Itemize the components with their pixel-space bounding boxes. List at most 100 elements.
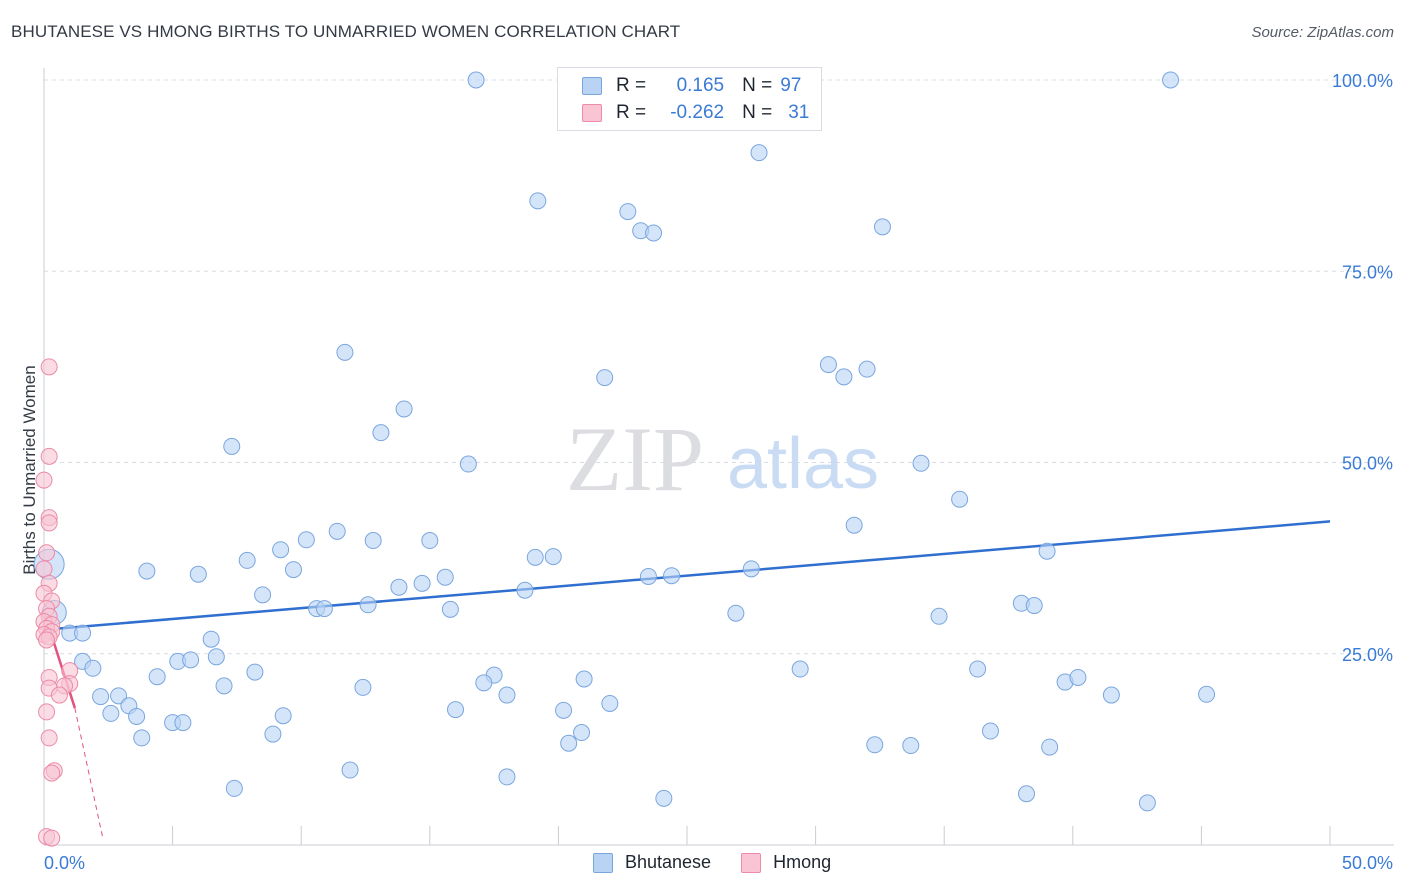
bhutanese-point	[413, 574, 431, 592]
bhutanese-legend-label: Bhutanese	[625, 852, 712, 872]
bhutanese-point	[390, 578, 408, 596]
bhutanese-point	[529, 192, 547, 210]
hmong-point	[40, 358, 58, 376]
bhutanese-point	[467, 71, 485, 89]
bhutanese-point	[189, 565, 207, 583]
bhutanese-point	[475, 674, 493, 692]
bhutanese-point	[264, 725, 282, 743]
bhutanese-point	[359, 596, 377, 614]
bhutanese-point	[341, 761, 359, 779]
bhutanese-point	[395, 400, 413, 418]
bhutanese-point	[727, 604, 745, 622]
hmong-point	[35, 471, 53, 489]
bhutanese-point	[791, 660, 809, 678]
hmong-swatch	[582, 104, 602, 122]
bhutanese-point	[238, 551, 256, 569]
bhutanese-point	[459, 455, 477, 473]
bhutanese-point	[138, 562, 156, 580]
bhutanese-point	[202, 630, 220, 648]
hmong-point	[43, 829, 61, 847]
bhutanese-point	[272, 541, 290, 559]
axes	[43, 68, 1394, 846]
bhutanese-point	[601, 694, 619, 712]
hmong-point	[50, 686, 68, 704]
bhutanese-point	[284, 561, 302, 579]
bhutanese-point	[92, 688, 110, 706]
bhutanese-point	[1162, 71, 1180, 89]
bhutanese-swatch	[582, 77, 602, 95]
bhutanese-r-value: 0.165	[676, 75, 725, 96]
bhutanese-point	[182, 651, 200, 669]
bhutanese-point	[297, 531, 315, 549]
bhutanese-point	[498, 768, 516, 786]
x-tick-label-max: 50.0%	[1342, 853, 1393, 873]
bhutanese-point	[246, 663, 264, 681]
watermark-atlas: atlas	[727, 424, 879, 504]
bhutanese-point	[575, 670, 593, 688]
bhutanese-point	[819, 356, 837, 374]
hmong-legend-label: Hmong	[773, 852, 832, 872]
bhutanese-point	[372, 424, 390, 442]
hmong-legend-swatch	[741, 852, 762, 873]
bhutanese-point	[645, 224, 663, 242]
watermark-zip: ZIP	[566, 408, 704, 510]
bhutanese-point	[573, 724, 591, 742]
watermark: ZIP atlas	[566, 408, 879, 510]
bhutanese-point	[1102, 686, 1120, 704]
bhutanese-point	[750, 144, 768, 162]
hmong-trend-extension	[74, 707, 104, 840]
bhutanese-point	[742, 560, 760, 578]
bhutanese-point	[930, 607, 948, 625]
bhutanese-point	[223, 437, 241, 455]
bhutanese-point	[596, 369, 614, 387]
bhutanese-point	[315, 600, 333, 618]
bhutanese-point	[981, 722, 999, 740]
hmong-point	[38, 631, 56, 649]
hmong-n-value: 31	[788, 102, 810, 123]
series-legend: Bhutanese Hmong	[593, 852, 831, 873]
hmong-point	[40, 514, 58, 532]
bhutanese-point	[110, 687, 128, 705]
bhutanese-point	[560, 734, 578, 752]
bhutanese-point	[663, 567, 681, 585]
bhutanese-point	[866, 736, 884, 754]
bhutanese-point	[912, 454, 930, 472]
bhutanese-point	[328, 522, 346, 540]
bhutanese-point	[902, 737, 920, 755]
bhutanese-point	[969, 660, 987, 678]
bhutanese-point	[74, 624, 92, 642]
bhutanese-point	[845, 516, 863, 534]
y-tick-label: 50.0%	[1342, 454, 1393, 474]
bhutanese-point	[354, 678, 372, 696]
bhutanese-trend-line	[59, 520, 1331, 630]
correlation-legend: R = 0.165 N = 97 R = -0.262 N = 31	[557, 67, 822, 131]
tick-labels: 25.0% 50.0% 75.0% 100.0% 0.0% 50.0%	[44, 71, 1393, 873]
y-tick-label: 100.0%	[1332, 71, 1393, 91]
bhutanese-point	[441, 600, 459, 618]
bhutanese-point	[174, 714, 192, 732]
bhutanese-point	[639, 567, 657, 585]
y-tick-label: 25.0%	[1342, 645, 1393, 665]
bhutanese-point	[436, 568, 454, 586]
bhutanese-point	[1018, 785, 1036, 803]
bhutanese-point	[951, 490, 969, 508]
hmong-point	[40, 729, 58, 747]
r-label: R =	[616, 75, 647, 96]
bhutanese-legend-swatch	[593, 852, 613, 873]
hmong-point	[43, 764, 61, 782]
bhutanese-point	[148, 668, 166, 686]
hmong-point	[40, 447, 58, 465]
bhutanese-point	[133, 729, 151, 747]
bhutanese-n-value: 97	[780, 75, 802, 96]
hmong-point	[35, 560, 53, 578]
legend-row-bhutanese: R = 0.165 N = 97	[582, 74, 801, 98]
bhutanese-point	[555, 701, 573, 719]
n-label: N =	[742, 102, 773, 123]
bhutanese-point	[1041, 738, 1059, 756]
hmong-point	[38, 703, 56, 721]
hmong-point	[38, 544, 56, 562]
bhutanese-point	[1025, 597, 1043, 615]
x-tick-label-min: 0.0%	[44, 853, 85, 873]
bhutanese-point	[1138, 794, 1156, 812]
bhutanese-point	[128, 707, 146, 725]
